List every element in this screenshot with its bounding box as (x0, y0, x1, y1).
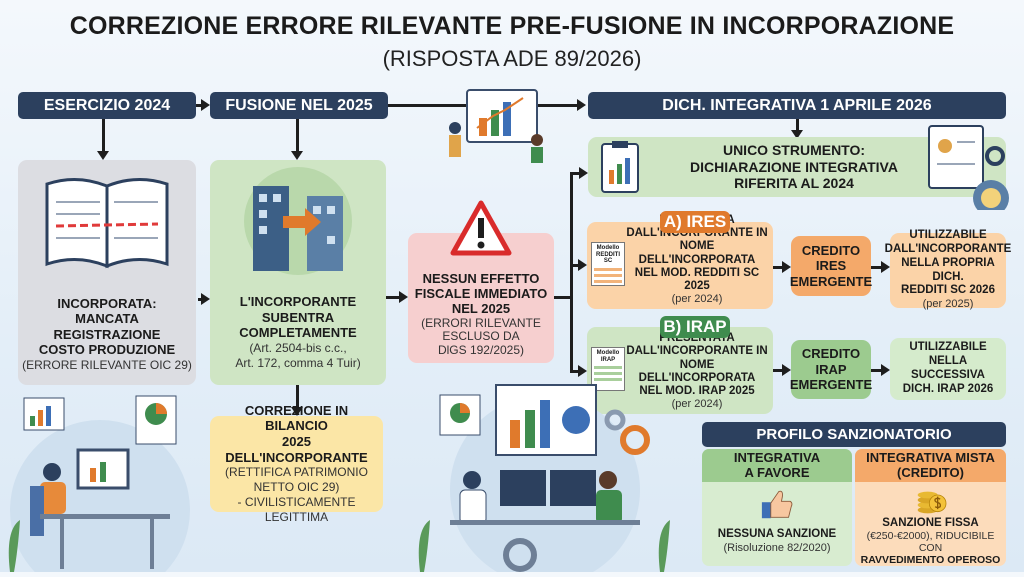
box-irap-utilizzabile: UTILIZZABILE NELLA SUCCESSIVA DICH. IRAP… (890, 338, 1006, 400)
favore-title: INTEGRATIVA A FAVORE (702, 449, 852, 482)
mista-note2: RAVVEDIMENTO OPEROSO (860, 554, 1001, 566)
box-incorporante-subentra: L'INCORPORANTE SUBENTRA COMPLETAMENTE (A… (210, 160, 386, 385)
arrow (291, 119, 303, 160)
header-fusione-2025: FUSIONE NEL 2025 (210, 92, 388, 119)
thumbs-up-icon (761, 490, 793, 519)
page-subtitle: (RISPOSTA ADE 89/2026) (382, 46, 642, 71)
favore-note: (Risoluzione 82/2020) (723, 541, 831, 554)
box-ires-utilizzabile: UTILIZZABILE DALL'INCORPORANTE NELLA PRO… (885, 229, 1012, 310)
irap-note: (per 2024) (671, 398, 723, 411)
header-esercizio-2024: ESERCIZIO 2024 (18, 92, 196, 119)
tag-irap: B) IRAP (660, 316, 730, 338)
open-book-icon (45, 177, 169, 268)
box-bilancio-title: CORREZIONE IN BILANCIO 2025 DELL'INCORPO… (225, 402, 368, 465)
ires-use-note: (per 2025) (922, 298, 974, 311)
team-workers-illustration-icon (400, 380, 690, 577)
arrow (570, 167, 588, 179)
office-worker-illustration-icon (0, 390, 200, 577)
favore-result: NESSUNA SANZIONE (717, 528, 837, 540)
irap-credit: CREDITO IRAP EMERGENTE (789, 346, 873, 393)
page-title: CORREZIONE ERRORE RILEVANTE PRE-FUSIONE … (69, 12, 955, 40)
arrow (871, 364, 890, 376)
ires-credit: CREDITO IRES EMERGENTE (789, 242, 873, 289)
box-fusione-note: (Art. 2504-bis c.c., Art. 172, comma 4 T… (235, 341, 361, 370)
presentation-illustration-icon (445, 88, 555, 166)
merging-buildings-icon (244, 167, 352, 276)
mista-note: (€250-€2000), RIDUCIBILE CON (866, 530, 995, 555)
arrow (97, 119, 109, 160)
modello-irap-doc-icon: Modello IRAP (591, 347, 625, 391)
box-credito-irap: CREDITO IRAP EMERGENTE (789, 340, 873, 399)
ires-use: UTILIZZABILE DALL'INCORPORANTE NELLA PRO… (884, 229, 1012, 297)
box-integrativa-favore: INTEGRATIVA A FAVORE NESSUNA SANZIONE (R… (702, 449, 852, 566)
header-dich-integrativa: DICH. INTEGRATIVA 1 APRILE 2026 (588, 92, 1006, 119)
connector-line (554, 296, 572, 299)
ires-note: (per 2024) (671, 293, 723, 306)
arrow (198, 293, 210, 305)
box-irap-presentata: Modello IRAP PRESENTATA DALL'INCORPORANT… (587, 327, 773, 414)
box-correzione-bilancio: CORREZIONE IN BILANCIO 2025 DELL'INCORPO… (210, 403, 383, 524)
box-effetto-title: NESSUN EFFETTO FISCALE IMMEDIATO NEL 202… (414, 270, 548, 316)
arrow (570, 365, 587, 377)
arrow (773, 261, 791, 273)
clipboard-chart-icon (601, 141, 639, 193)
box-effetto-note: (ERRORI RILEVANTE ESCLUSO DA DlGS 192/20… (421, 315, 541, 358)
connector-line (570, 172, 573, 372)
arrow (196, 99, 210, 111)
profilo-sanzionatorio-header: PROFILO SANZIONATORIO (702, 422, 1006, 447)
arrow (570, 259, 587, 271)
irap-use: UTILIZZABILE NELLA SUCCESSIVA DICH. IRAP… (902, 341, 994, 395)
arrow (291, 385, 303, 416)
mista-result: SANZIONE FISSA (882, 517, 979, 529)
box-incorporata-errore: INCORPORATA: MANCATA REGISTRAZIONE COSTO… (18, 160, 196, 385)
doc-label: Modello IRAP (596, 350, 620, 363)
connector-line (791, 119, 803, 139)
box-credito-ires: CREDITO IRES EMERGENTE (789, 236, 873, 296)
box-fusione-title: L'INCORPORANTE SUBENTRA COMPLETAMENTE (239, 294, 357, 341)
modello-redditi-doc-icon: Modello REDDITI SC (591, 242, 625, 286)
coins-icon (917, 491, 946, 514)
box-ires-presentata: Modello REDDITI SC PRESENTATA DALL'INCOR… (587, 214, 773, 309)
box-2024-title: INCORPORATA: MANCATA REGISTRAZIONE COSTO… (38, 295, 176, 358)
warning-icon (450, 200, 512, 261)
doc-label: Modello REDDITI SC (596, 245, 620, 265)
arrow (871, 261, 890, 273)
box-integrativa-mista: INTEGRATIVA MISTA (CREDITO) SANZIONE FIS… (855, 449, 1006, 566)
box-bilancio-note: (RETTIFICA PATRIMONIO NETTO OIC 29) - CI… (225, 465, 368, 525)
irap-text: PRESENTATA DALL'INCORPORANTE IN NOME DEL… (626, 332, 768, 398)
unico-title: UNICO STRUMENTO: DICHIARAZIONE INTEGRATI… (690, 141, 898, 192)
arrow (386, 291, 408, 303)
mista-title: INTEGRATIVA MISTA (CREDITO) (855, 449, 1006, 482)
tag-ires: A) IRES (660, 211, 730, 233)
arrow (773, 364, 791, 376)
documents-gear-icon (925, 120, 1015, 216)
box-2024-note: (ERRORE RILEVANTE OIC 29) (22, 358, 192, 372)
